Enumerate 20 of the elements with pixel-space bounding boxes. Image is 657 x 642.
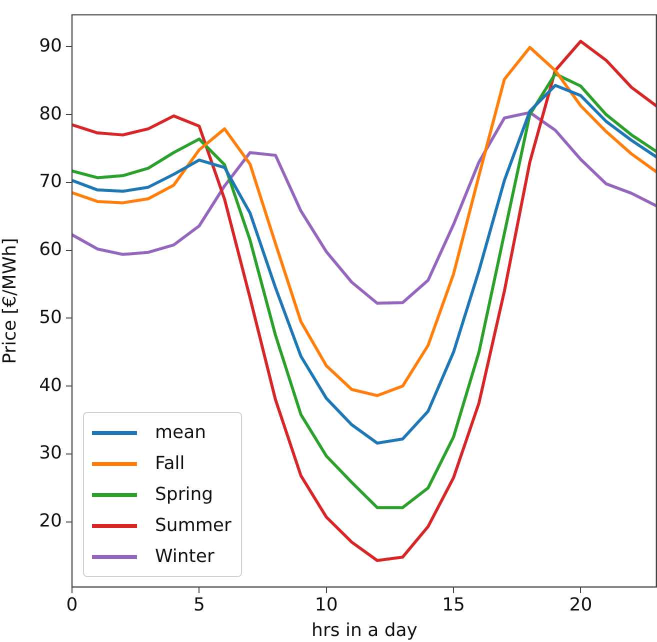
y-tick-label: 90 <box>39 35 62 56</box>
y-tick-label: 30 <box>39 442 62 464</box>
legend-label: Winter <box>155 546 214 567</box>
legend-label: Fall <box>155 453 185 474</box>
x-tick-label: 20 <box>569 594 592 616</box>
y-tick-label: 60 <box>39 239 62 260</box>
y-tick-label: 70 <box>39 171 62 192</box>
y-tick-label: 20 <box>39 510 62 532</box>
y-axis-title: Price [€/MWh] <box>0 238 20 364</box>
legend-label: mean <box>155 422 206 443</box>
legend-label: Spring <box>155 484 214 505</box>
y-tick-label: 40 <box>39 374 62 396</box>
y-tick-label: 80 <box>39 103 62 124</box>
x-tick-label: 10 <box>314 594 338 616</box>
x-tick-label: 15 <box>442 594 465 616</box>
x-tick-label: 0 <box>66 594 78 616</box>
x-tick-label: 5 <box>193 594 205 616</box>
x-axis-title: hrs in a day <box>312 620 418 641</box>
legend-label: Summer <box>155 515 232 536</box>
y-tick-label: 50 <box>39 306 62 328</box>
